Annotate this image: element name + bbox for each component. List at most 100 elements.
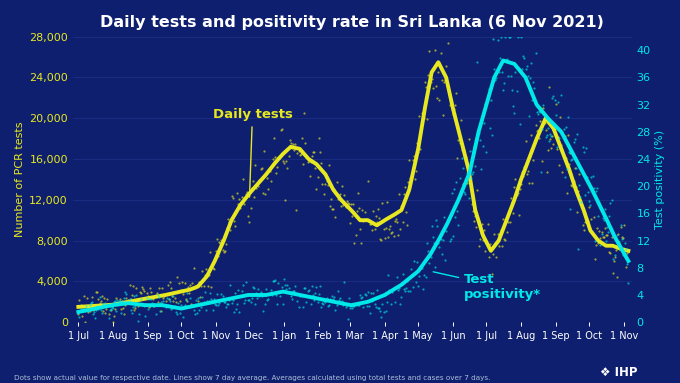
Point: [384, 226, 394, 232]
Point: [217, 293, 228, 300]
Point: [613, 231, 624, 237]
Point: [154, 285, 165, 291]
Point: [566, 182, 577, 188]
Point: [553, 134, 564, 140]
Point: [248, 178, 258, 184]
Point: [562, 190, 573, 196]
Point: [121, 290, 132, 296]
Point: [503, 72, 513, 79]
Point: [511, 192, 522, 198]
Point: [565, 206, 576, 213]
Point: [326, 293, 337, 299]
Point: [157, 285, 168, 291]
Point: [528, 79, 539, 85]
Point: [251, 290, 262, 296]
Point: [471, 135, 481, 141]
Point: [192, 310, 203, 316]
Point: [433, 69, 444, 75]
Point: [273, 280, 284, 286]
Point: [340, 303, 351, 309]
Point: [401, 285, 411, 291]
Point: [619, 240, 630, 246]
Point: [345, 201, 356, 207]
Point: [194, 300, 205, 306]
Point: [575, 194, 585, 200]
Point: [322, 182, 333, 188]
Point: [598, 216, 609, 223]
Point: [424, 48, 435, 54]
Point: [324, 296, 335, 302]
Point: [469, 218, 479, 224]
Point: [515, 120, 526, 126]
Point: [571, 165, 581, 171]
Point: [398, 286, 409, 292]
Point: [342, 316, 353, 322]
Point: [376, 314, 387, 320]
Point: [388, 233, 399, 239]
Point: [521, 63, 532, 69]
Point: [364, 221, 375, 227]
Point: [244, 219, 255, 226]
Point: [494, 230, 505, 236]
Point: [362, 289, 373, 295]
Point: [82, 295, 92, 301]
Point: [442, 83, 453, 89]
Point: [480, 101, 491, 108]
Point: [439, 257, 450, 263]
Point: [364, 303, 375, 309]
Point: [362, 178, 373, 184]
Point: [294, 293, 305, 299]
Point: [573, 188, 583, 195]
Point: [257, 190, 268, 196]
Point: [326, 196, 337, 202]
Point: [173, 300, 184, 306]
Point: [581, 174, 592, 180]
Point: [141, 290, 152, 296]
Point: [109, 313, 120, 319]
Point: [211, 291, 222, 298]
Point: [220, 298, 231, 304]
Point: [396, 203, 407, 209]
Point: [190, 297, 201, 303]
Point: [75, 302, 86, 308]
Point: [469, 143, 479, 149]
Point: [213, 302, 224, 308]
Point: [330, 306, 341, 313]
Point: [147, 294, 158, 300]
Point: [76, 306, 87, 312]
Point: [512, 190, 523, 196]
Point: [574, 182, 585, 188]
Point: [568, 139, 579, 145]
Point: [232, 301, 243, 307]
Point: [319, 192, 330, 198]
Point: [526, 60, 537, 66]
Point: [515, 181, 526, 187]
Point: [376, 237, 387, 243]
Point: [338, 302, 349, 308]
Point: [396, 294, 407, 300]
Point: [507, 87, 517, 93]
Point: [488, 251, 498, 257]
Point: [92, 303, 103, 309]
Point: [258, 291, 269, 298]
Point: [621, 264, 632, 270]
Point: [395, 226, 406, 232]
Point: [168, 298, 179, 304]
Point: [239, 297, 250, 303]
Point: [403, 288, 413, 294]
Point: [122, 300, 133, 306]
Point: [227, 297, 238, 303]
Point: [477, 116, 488, 122]
Point: [296, 293, 307, 299]
Point: [102, 301, 113, 308]
Point: [510, 176, 521, 182]
Point: [397, 271, 408, 277]
Point: [455, 117, 466, 123]
Point: [584, 198, 595, 204]
Point: [163, 296, 174, 302]
Point: [565, 150, 576, 156]
Point: [387, 289, 398, 295]
Point: [217, 247, 228, 253]
Point: [453, 137, 464, 144]
Point: [392, 219, 403, 226]
